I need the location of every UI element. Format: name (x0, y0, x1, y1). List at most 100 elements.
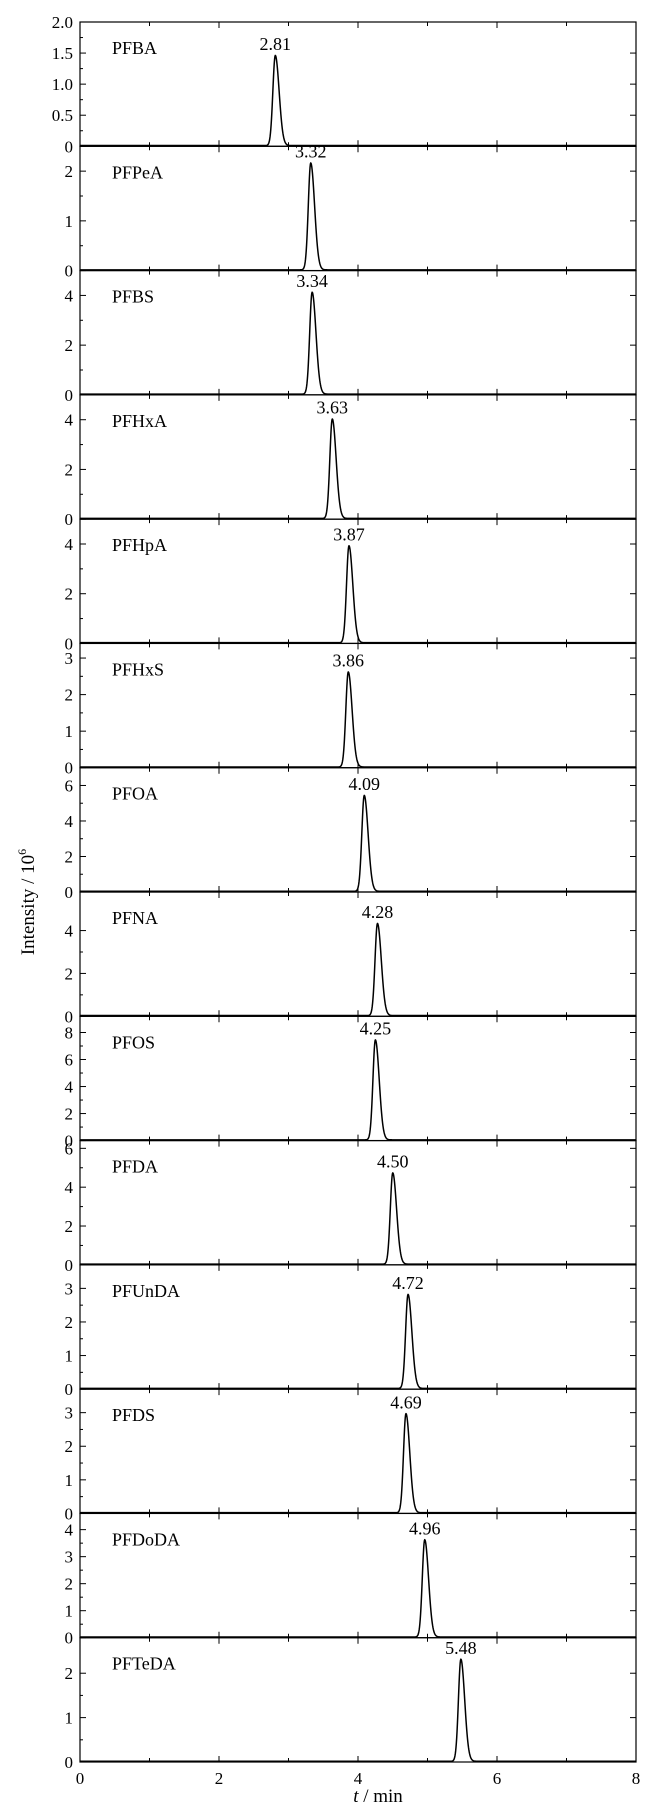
panel-pfna: 0 2 4 PFNA 4.28 (65, 891, 637, 1026)
y-tick-label: 2 (65, 1575, 74, 1594)
chromatogram-trace (79, 54, 637, 147)
chromatogram-trace (79, 291, 637, 395)
y-tick-label: 0 (65, 1007, 74, 1026)
y-tick-label: 1 (65, 1471, 74, 1490)
x-tick-label: 6 (493, 1769, 502, 1788)
compound-label: PFHpA (112, 535, 167, 555)
y-tick-label: 0 (65, 386, 74, 405)
panel-frame (79, 269, 637, 396)
y-tick-label: 4 (65, 286, 74, 305)
panel-frame (79, 1388, 637, 1515)
peak-rt-label: 4.69 (390, 1392, 422, 1412)
y-tick-label: 0.5 (52, 106, 73, 125)
y-tick-label: 0 (65, 634, 74, 653)
y-tick-label: 3 (65, 1279, 74, 1298)
compound-label: PFDS (112, 1405, 155, 1425)
y-tick-label: 1.5 (52, 44, 73, 63)
y-tick-label: 4 (65, 1078, 74, 1097)
y-tick-label: 0 (65, 1504, 74, 1523)
y-tick-label: 2 (65, 686, 74, 705)
chromatogram-trace (79, 1658, 637, 1762)
y-tick-label: 3 (65, 649, 74, 668)
peak-rt-label: 4.25 (360, 1019, 392, 1039)
y-tick-label: 0 (65, 137, 74, 156)
panel-pfda: 0 2 4 6 PFDA 4.50 (65, 1139, 637, 1275)
panel-pfos: 0 2 4 6 8 PFOS 4.25 (65, 1015, 637, 1151)
y-tick-label: 0 (65, 262, 74, 281)
x-axis-title: t / min (353, 1786, 403, 1807)
y-tick-label: 0 (65, 1256, 74, 1275)
y-tick-label: 2 (65, 460, 74, 479)
peak-rt-label: 4.09 (349, 774, 381, 794)
chromatogram-trace (79, 922, 637, 1017)
compound-label: PFNA (112, 908, 158, 928)
y-tick-label: 4 (65, 1521, 74, 1540)
compound-label: PFBS (112, 287, 154, 307)
y-tick-label: 2.0 (52, 13, 73, 32)
x-axis-tick-labels: 0 2 4 6 8 (76, 1769, 641, 1788)
y-tick-label: 2 (65, 1217, 74, 1236)
chromatogram-trace (79, 544, 637, 644)
panel-frame (79, 1015, 637, 1142)
chromatogram-trace (79, 671, 637, 768)
y-tick-label: 2 (65, 964, 74, 983)
x-tick-label: 0 (76, 1769, 85, 1788)
y-tick-label: 1 (65, 1602, 74, 1621)
panels: 0 0.5 1.0 1.5 2.0 PFBA 2.81 0 1 2 PFPeA 3.32 0 2 4 PFBS… (52, 13, 641, 1788)
compound-label: PFDoDA (112, 1529, 180, 1549)
y-tick-label: 2 (65, 1313, 74, 1332)
panel-pfds: 0 1 2 3 PFDS 4.69 (65, 1388, 637, 1523)
panel-pfteda: 0 1 2 PFTeDA 5.48 (65, 1637, 637, 1772)
y-tick-label: 0 (65, 759, 74, 778)
y-tick-label: 4 (65, 812, 74, 831)
y-tick-label: 6 (65, 1139, 74, 1158)
chromatogram-trace (79, 1172, 637, 1265)
y-tick-label: 4 (65, 922, 74, 941)
peak-rt-label: 5.48 (445, 1638, 477, 1658)
panel-frame (79, 21, 637, 147)
y-axis-title-text: Intensity / 10 (18, 855, 39, 955)
compound-label: PFBA (112, 38, 157, 58)
panel-pfpea: 0 1 2 PFPeA 3.32 (65, 142, 637, 281)
chromatogram-trace (79, 1039, 637, 1141)
chromatogram-trace (79, 1293, 637, 1390)
panel-frame (79, 1139, 637, 1266)
panel-pfhpa: 0 2 4 PFHpA 3.87 (65, 518, 637, 653)
y-tick-label: 1 (65, 722, 74, 741)
y-tick-label: 0 (65, 1629, 74, 1648)
y-tick-label: 3 (65, 1548, 74, 1567)
panel-frame (79, 145, 637, 272)
peak-rt-label: 3.87 (333, 524, 365, 544)
y-axis-title-exponent: 6 (15, 849, 29, 855)
y-tick-label: 2 (65, 1664, 74, 1683)
y-tick-label: 1 (65, 212, 74, 231)
y-tick-label: 6 (65, 776, 74, 795)
compound-label: PFTeDA (112, 1654, 176, 1674)
peak-rt-label: 4.96 (409, 1518, 441, 1538)
panel-pfdoda: 0 1 2 3 4 PFDoDA 4.96 (65, 1512, 637, 1648)
y-tick-label: 0 (65, 1380, 74, 1399)
panel-pfhxs: 0 1 2 3 PFHxS 3.86 (65, 642, 637, 778)
chromatogram-trace (79, 794, 637, 892)
y-tick-label: 1.0 (52, 75, 73, 94)
panel-frame (79, 891, 637, 1017)
y-tick-label: 2 (65, 1437, 74, 1456)
y-tick-label: 4 (65, 1178, 74, 1197)
panel-pfhxa: 0 2 4 PFHxA 3.63 (65, 394, 637, 529)
peak-rt-label: 3.86 (333, 651, 365, 671)
peak-rt-label: 3.63 (317, 398, 349, 418)
peak-rt-label: 4.72 (392, 1273, 424, 1293)
compound-label: PFPeA (112, 162, 163, 182)
x-tick-label: 2 (215, 1769, 224, 1788)
y-tick-label: 3 (65, 1404, 74, 1423)
peak-rt-label: 4.28 (362, 902, 394, 922)
panel-pfunda: 0 1 2 3 PFUnDA 4.72 (65, 1264, 637, 1399)
y-tick-label: 0 (65, 510, 74, 529)
compound-label: PFHxA (112, 411, 167, 431)
chromatogram-trace (79, 1538, 637, 1638)
y-tick-label: 2 (65, 847, 74, 866)
y-tick-label: 2 (65, 1105, 74, 1124)
compound-label: PFDA (112, 1157, 158, 1177)
panel-pfbs: 0 2 4 PFBS 3.34 (65, 269, 637, 405)
